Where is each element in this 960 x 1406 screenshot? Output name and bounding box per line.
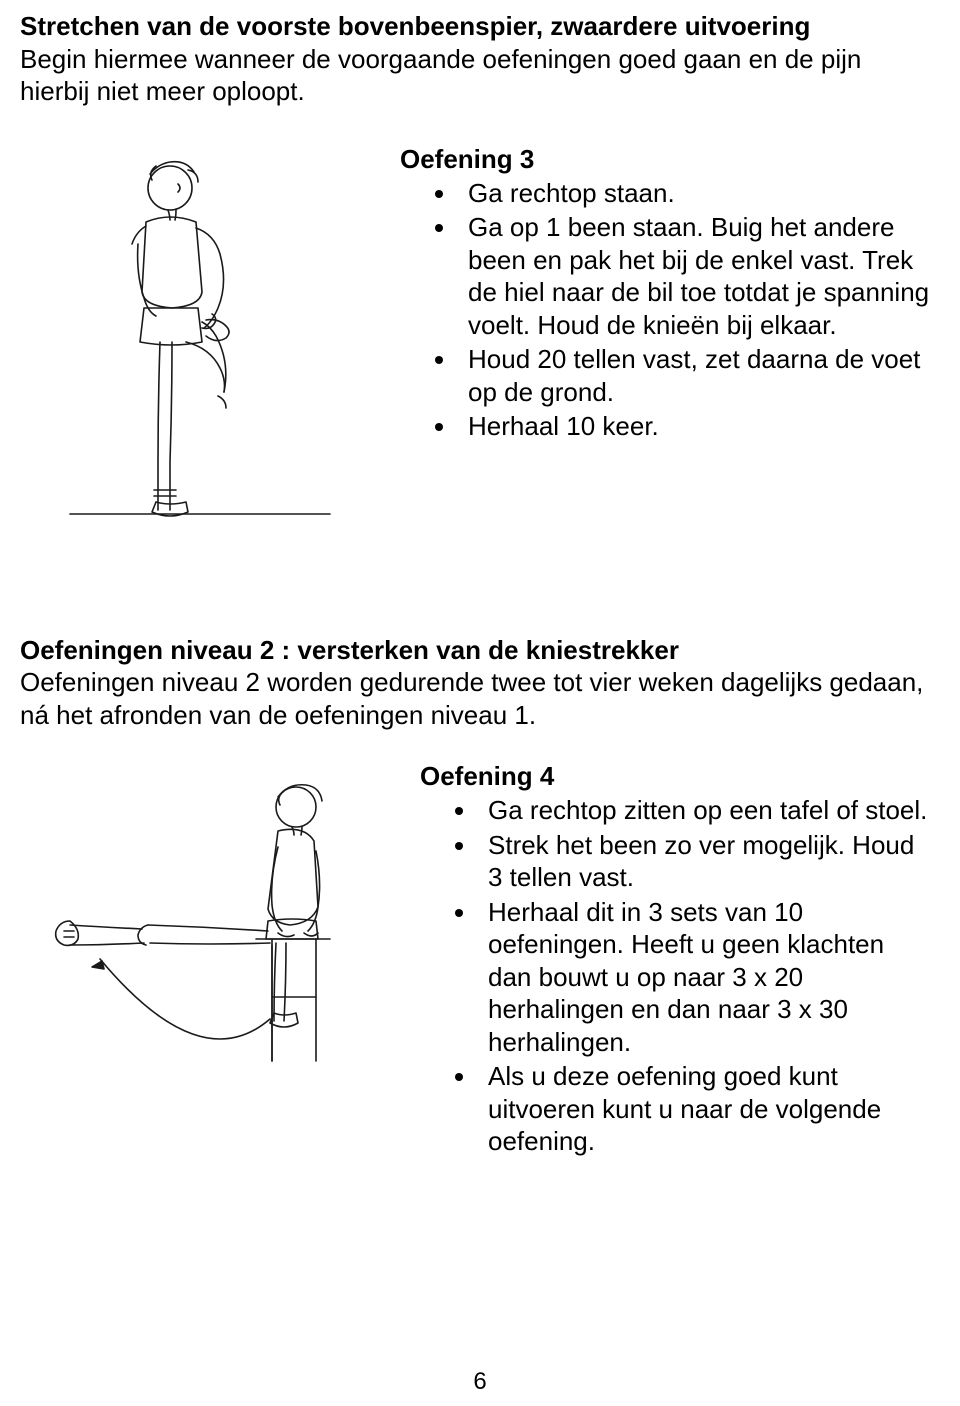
section2-desc: Oefeningen niveau 2 worden gedurende twe… [20, 666, 930, 731]
section2-title: Oefeningen niveau 2 : versterken van de … [20, 635, 679, 665]
list-item: Herhaal 10 keer. [458, 410, 930, 443]
exercise3-row: Oefening 3 Ga rechtop staan. Ga op 1 bee… [20, 144, 930, 544]
exercise4-text: Oefening 4 Ga rechtop zitten op een tafe… [420, 761, 930, 1160]
section2-header: Oefeningen niveau 2 : versterken van de … [20, 634, 930, 732]
exercise3-list: Ga rechtop staan. Ga op 1 been staan. Bu… [400, 177, 930, 443]
section1-header: Stretchen van de voorste bovenbeenspier,… [20, 10, 930, 108]
list-item: Strek het been zo ver mogelijk. Houd 3 t… [478, 829, 930, 894]
section1-desc: Begin hiermee wanneer de voorgaande oefe… [20, 43, 930, 108]
seated-extension-svg [20, 761, 400, 1081]
list-item: Ga rechtop staan. [458, 177, 930, 210]
list-item: Houd 20 tellen vast, zet daarna de voet … [458, 343, 930, 408]
standing-stretch-svg [20, 144, 380, 544]
exercise4-title: Oefening 4 [420, 761, 930, 792]
exercise4-figure [20, 761, 420, 1160]
section1-title: Stretchen van de voorste bovenbeenspier,… [20, 11, 810, 41]
list-item: Ga rechtop zitten op een tafel of stoel. [478, 794, 930, 827]
exercise4-list: Ga rechtop zitten op een tafel of stoel.… [420, 794, 930, 1158]
exercise3-text: Oefening 3 Ga rechtop staan. Ga op 1 bee… [400, 144, 930, 544]
list-item: Ga op 1 been staan. Buig het andere been… [458, 211, 930, 341]
exercise3-title: Oefening 3 [400, 144, 930, 175]
page: Stretchen van de voorste bovenbeenspier,… [0, 0, 960, 1406]
page-number: 6 [0, 1368, 960, 1396]
exercise3-figure [20, 144, 400, 544]
list-item: Als u deze oefening goed kunt uitvoeren … [478, 1060, 930, 1158]
list-item: Herhaal dit in 3 sets van 10 oefeningen.… [478, 896, 930, 1059]
exercise4-row: Oefening 4 Ga rechtop zitten op een tafe… [20, 761, 930, 1160]
